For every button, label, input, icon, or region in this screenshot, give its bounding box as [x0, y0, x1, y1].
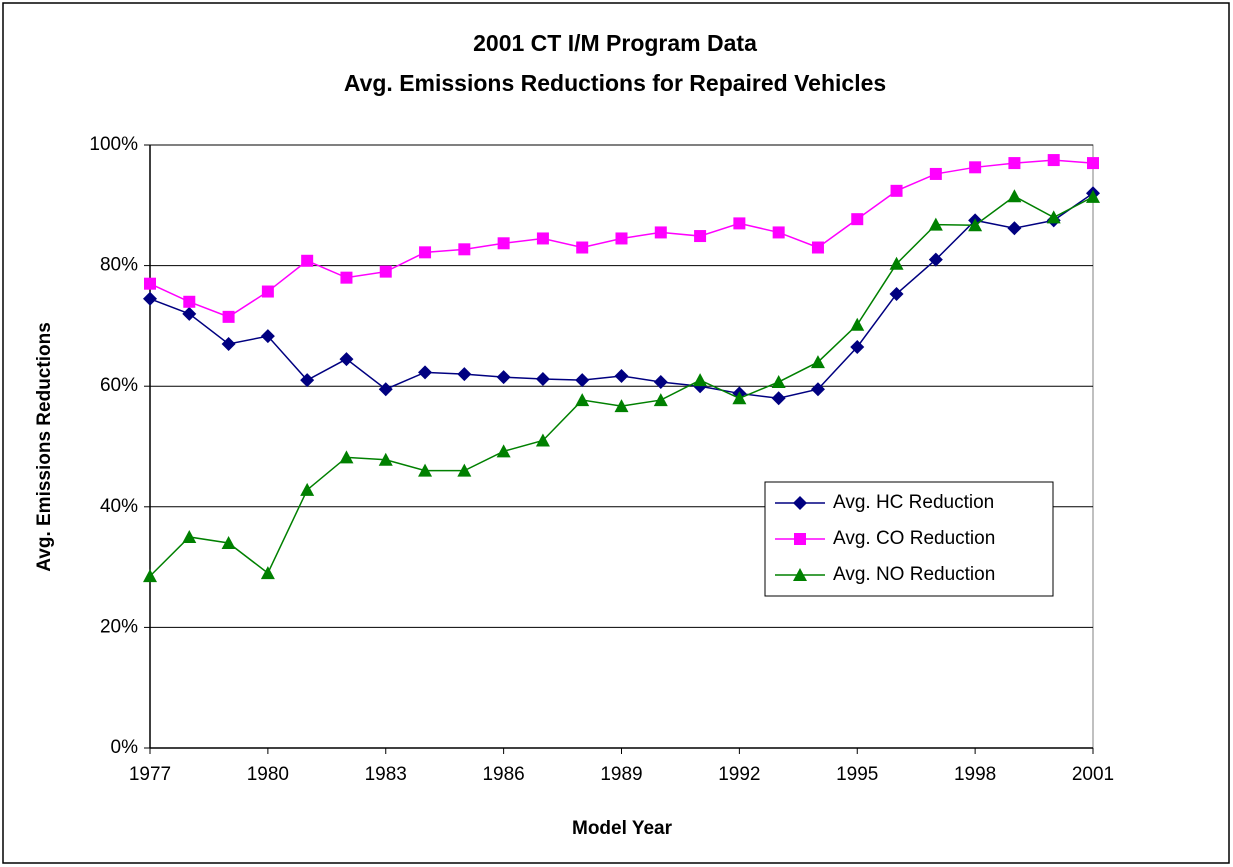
marker: [339, 450, 354, 464]
x-tick-label: 1980: [247, 764, 289, 785]
marker: [694, 230, 707, 243]
x-tick-label: 2001: [1072, 764, 1114, 785]
marker: [1008, 157, 1021, 170]
marker: [378, 382, 393, 397]
marker: [889, 256, 904, 270]
x-axis-label: Model Year: [572, 818, 673, 839]
marker: [144, 277, 156, 290]
marker: [653, 374, 668, 389]
marker: [771, 374, 786, 388]
x-tick-label: 1986: [482, 764, 524, 785]
marker: [458, 243, 471, 256]
marker: [771, 391, 786, 406]
x-tick-label: 1977: [129, 764, 171, 785]
x-tick-label: 1983: [365, 764, 407, 785]
marker: [1086, 189, 1100, 203]
chart-title: 2001 CT I/M Program Data: [473, 30, 757, 56]
legend-label: Avg. CO Reduction: [833, 528, 995, 549]
marker: [928, 252, 943, 267]
marker: [928, 217, 943, 231]
legend-marker: [794, 533, 806, 545]
marker: [418, 463, 433, 477]
y-tick-label: 80%: [100, 255, 138, 276]
y-tick-label: 0%: [111, 737, 139, 758]
marker: [221, 535, 236, 549]
marker: [496, 444, 511, 458]
legend-marker: [793, 496, 807, 510]
y-tick-label: 40%: [100, 496, 138, 517]
marker: [732, 391, 747, 405]
marker: [575, 373, 590, 388]
marker: [419, 246, 432, 259]
marker: [221, 336, 236, 351]
marker: [653, 393, 668, 407]
legend-label: Avg. NO Reduction: [833, 564, 995, 585]
marker: [772, 226, 785, 239]
marker: [457, 367, 472, 382]
legend-marker: [793, 568, 807, 581]
marker: [929, 167, 942, 180]
legend-label: Avg. HC Reduction: [833, 492, 994, 513]
marker: [810, 355, 825, 369]
marker: [889, 286, 904, 301]
marker: [1046, 210, 1061, 224]
marker: [496, 370, 511, 385]
marker: [418, 365, 433, 380]
x-tick-label: 1992: [718, 764, 760, 785]
marker: [300, 373, 315, 388]
y-tick-label: 60%: [100, 375, 138, 396]
marker: [850, 340, 865, 355]
marker: [301, 254, 314, 267]
marker: [300, 482, 315, 496]
x-tick-label: 1989: [600, 764, 642, 785]
y-axis-label: Avg. Emissions Reductions: [34, 322, 55, 572]
marker: [615, 232, 628, 245]
marker: [339, 352, 354, 367]
marker: [575, 393, 590, 407]
marker: [1087, 157, 1099, 170]
marker: [261, 285, 274, 298]
marker: [497, 237, 510, 250]
marker: [1007, 221, 1022, 236]
marker: [340, 271, 353, 284]
marker: [576, 241, 589, 254]
marker: [535, 433, 550, 447]
marker: [890, 184, 903, 197]
marker: [222, 310, 235, 323]
marker: [811, 241, 824, 254]
marker: [693, 373, 708, 387]
marker: [260, 329, 275, 344]
marker: [614, 399, 629, 413]
chart-title: Avg. Emissions Reductions for Repaired V…: [344, 70, 886, 96]
marker: [733, 217, 746, 230]
marker: [968, 218, 983, 232]
x-tick-label: 1995: [836, 764, 878, 785]
marker: [614, 368, 629, 383]
marker: [182, 306, 197, 321]
marker: [850, 317, 865, 331]
marker: [143, 291, 157, 306]
marker: [378, 452, 393, 466]
marker: [182, 529, 197, 543]
marker: [536, 232, 549, 245]
y-tick-label: 20%: [100, 616, 138, 637]
marker: [183, 295, 196, 308]
marker: [457, 463, 472, 477]
y-tick-label: 100%: [89, 134, 138, 155]
marker: [810, 382, 825, 397]
marker: [1047, 154, 1060, 167]
marker: [1007, 189, 1022, 203]
marker: [969, 161, 982, 174]
marker: [654, 226, 667, 239]
marker: [379, 265, 392, 278]
x-tick-label: 1998: [954, 764, 996, 785]
marker: [851, 213, 864, 226]
marker: [260, 566, 275, 580]
marker: [143, 569, 157, 583]
marker: [535, 371, 550, 386]
